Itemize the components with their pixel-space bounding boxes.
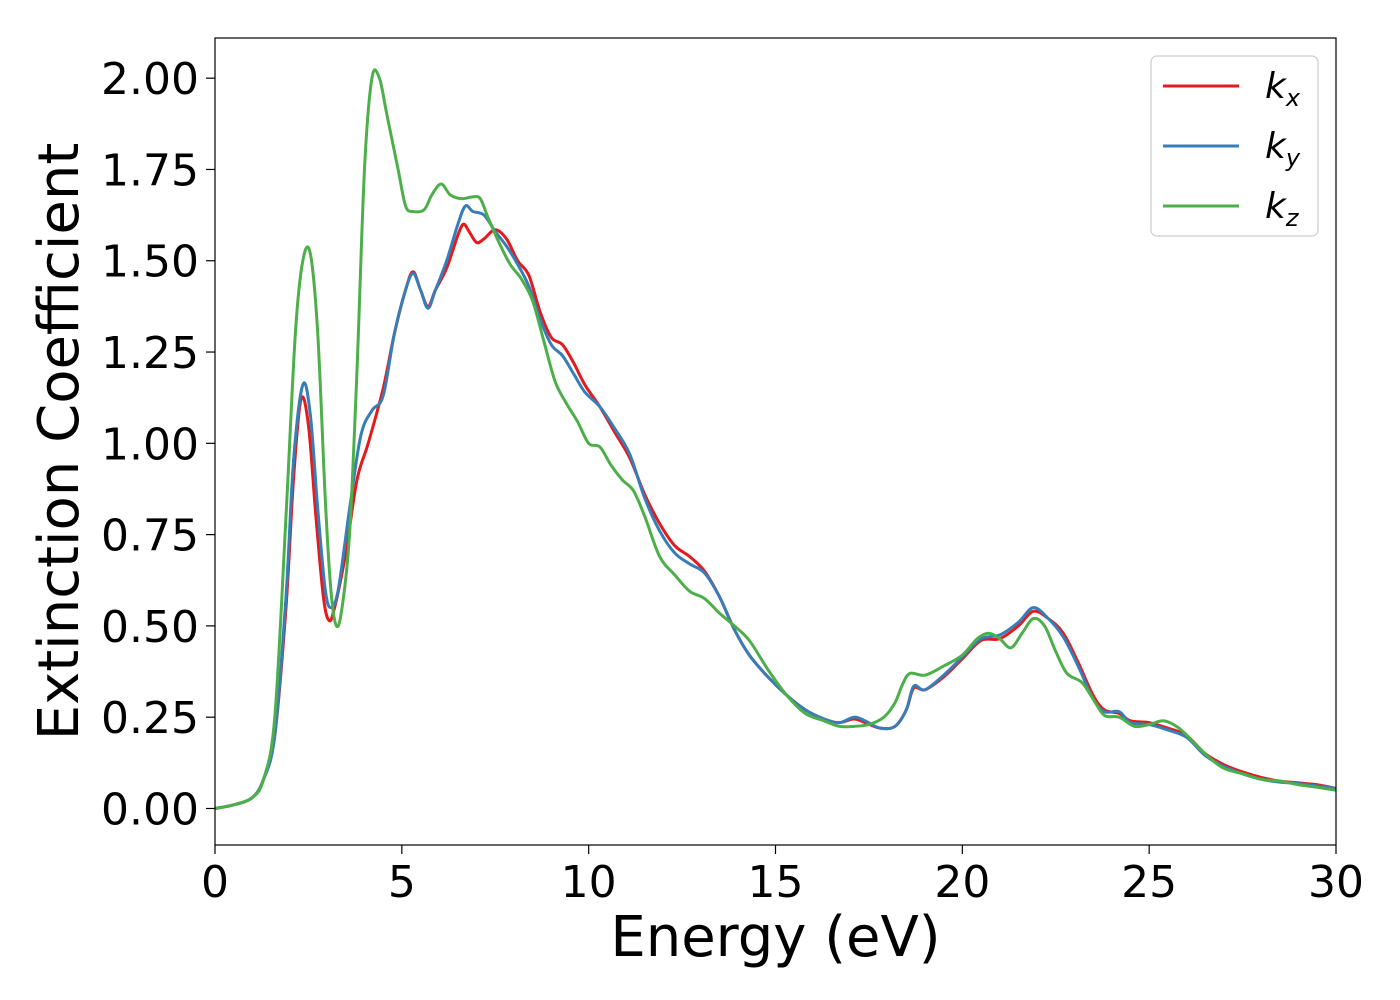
x-tick-label: 20 — [934, 857, 990, 908]
x-tick-label: 10 — [561, 857, 617, 908]
x-tick-label: 25 — [1121, 857, 1177, 908]
x-tick-label: 15 — [748, 857, 804, 908]
y-tick-label: 0.50 — [101, 602, 199, 653]
y-tick-label: 1.25 — [101, 328, 199, 379]
y-axis: 0.00 0.25 0.50 0.75 1.00 1.25 1.50 1.75 2.00 — [101, 54, 215, 835]
y-tick-label: 2.00 — [101, 54, 199, 105]
y-tick-label: 0.25 — [101, 693, 199, 744]
y-axis-title: Extinction Coefficient — [27, 143, 92, 741]
y-tick-label: 1.50 — [101, 237, 199, 288]
x-axis-title: Energy (eV) — [610, 905, 940, 970]
x-axis: 0 5 10 15 20 25 30 — [201, 845, 1364, 908]
y-tick-label: 0.00 — [101, 784, 199, 835]
y-tick-label: 1.00 — [101, 419, 199, 470]
x-tick-label: 5 — [388, 857, 416, 908]
series-line-ky — [215, 206, 1336, 809]
x-tick-label: 0 — [201, 857, 229, 908]
y-tick-label: 0.75 — [101, 511, 199, 562]
y-tick-label: 1.75 — [101, 145, 199, 196]
x-tick-label: 30 — [1308, 857, 1364, 908]
